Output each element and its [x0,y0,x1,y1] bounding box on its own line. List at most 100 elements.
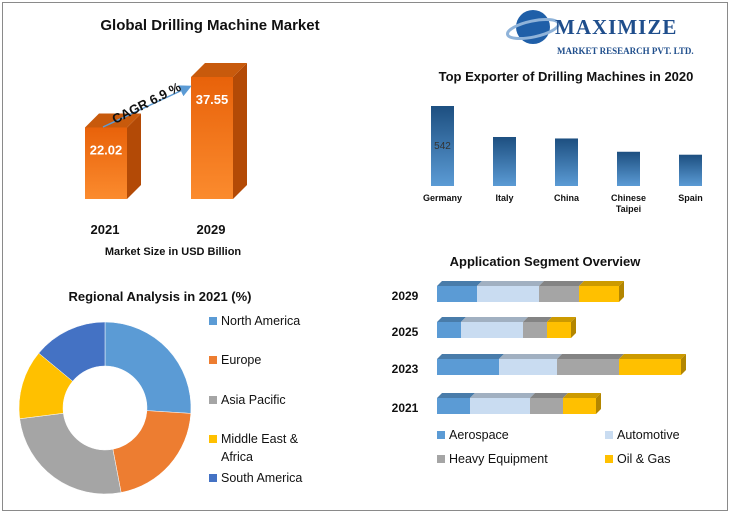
market-bar-2021: 22.02 [85,113,141,199]
segment-chart-title: Application Segment Overview [450,254,642,269]
segment-year-label: 2029 [392,289,419,303]
legend-swatch [437,431,445,439]
exporter-category-label: Chinese Taipei [611,193,646,214]
legend-swatch [605,431,613,439]
segment-row-2029: 2029 [392,281,624,303]
legend-swatch [209,435,217,443]
company-logo: MAXIMIZE MARKET RESEARCH PVT. LTD. [506,10,694,56]
segment-block-heavy-equipment [539,286,579,302]
segment-legend-item: Heavy Equipment [437,452,548,466]
regional-legend-item: South America [209,471,302,485]
segment-block-aerospace [437,286,477,302]
market-bar-top [191,63,247,77]
segment-block-automotive [470,398,530,414]
legend-swatch [209,317,217,325]
cagr-annotation: CAGR 6.9 % [110,79,184,127]
market-bar-value-label: 22.02 [90,142,123,157]
legend-label: Automotive [617,428,680,442]
regional-donut [18,321,192,495]
legend-label: Aerospace [449,428,509,442]
market-bars: 22.02 37.55 [85,63,247,199]
segment-year-label: 2021 [392,401,419,415]
donut-slice-1 [104,321,192,414]
regional-chart-title: Regional Analysis in 2021 (%) [68,289,251,304]
segment-block-oil-gas [619,359,681,375]
market-size-caption: Market Size in USD Billion [105,246,242,258]
exporter-bar-5 [679,154,702,186]
segment-block-side [619,281,624,302]
legend-swatch [437,455,445,463]
segment-legend-item: Aerospace [437,428,509,442]
segment-year-label: 2023 [392,362,419,376]
market-bar-side [127,113,141,199]
segment-block-top [523,317,552,322]
donut-slice-5 [38,321,106,382]
segment-block-automotive [499,359,557,375]
legend-label: North America [221,314,300,328]
legend-label: Middle East & Africa [221,432,299,464]
legend-label: Heavy Equipment [449,452,548,466]
segment-block-top [499,354,562,359]
market-bar-front [191,77,233,199]
segment-block-heavy-equipment [530,398,563,414]
exporter-data-label: 542 [434,141,451,152]
regional-legend-item: Asia Pacific [209,393,286,407]
legend-swatch [209,474,217,482]
segment-block-automotive [461,322,523,338]
segment-bars: 2029 2025 2023 2021 [392,281,686,415]
segment-block-heavy-equipment [557,359,619,375]
exporter-category-label: Italy [495,193,513,203]
segment-block-side [596,393,601,414]
globe-ring-icon [506,17,560,41]
segment-block-top [437,281,482,286]
regional-legend-item: Europe [209,353,261,367]
market-bar-top [85,113,141,128]
legend-swatch [209,356,217,364]
regional-legend-item: North America [209,314,300,328]
segment-block-top [579,281,624,286]
market-bar-front [85,127,127,199]
cagr-arrow [102,85,192,128]
donut-slice-3 [19,412,122,495]
exporter-category-label: Spain [678,193,703,203]
market-bar-2029: 37.55 [191,63,247,199]
segment-block-top [563,393,601,398]
segment-row-2021: 2021 [392,393,601,415]
segment-block-top [547,317,576,322]
segment-legend: Aerospace Automotive Heavy Equipment Oil & … [437,428,680,466]
segment-block-aerospace [437,359,499,375]
logo-name: MAXIMIZE [555,15,677,39]
segment-year-label: 2025 [392,325,419,339]
segment-legend-item: Oil & Gas [605,452,671,466]
segment-block-top [437,317,466,322]
segment-row-2025: 2025 [392,317,576,339]
market-bar-side [233,63,247,199]
segment-block-side [571,317,576,338]
segment-block-automotive [477,286,539,302]
market-year-label: 2029 [197,222,226,237]
legend-swatch [605,455,613,463]
segment-block-top [477,281,544,286]
exporter-category-label: Germany [423,193,462,203]
market-year-label: 2021 [91,222,120,237]
exporter-bar-1 [431,106,454,186]
segment-block-top [530,393,568,398]
segment-block-top [557,354,624,359]
segment-block-top [470,393,535,398]
segment-block-side [681,354,686,375]
legend-label: South America [221,471,302,485]
segment-row-2023: 2023 [392,354,686,376]
segment-block-oil-gas [579,286,619,302]
exporter-bar-4 [617,151,640,186]
market-bar-value-label: 37.55 [196,92,229,107]
segment-block-heavy-equipment [523,322,547,338]
segment-block-oil-gas [563,398,596,414]
segment-block-top [437,354,504,359]
exporter-bars: 542 [431,106,702,186]
segment-block-top [619,354,686,359]
infographic-canvas: Global Drilling Machine Market 22.02 37.5… [18,10,703,495]
exporter-bar-2 [493,136,516,186]
segment-block-oil-gas [547,322,571,338]
segment-block-top [539,281,584,286]
